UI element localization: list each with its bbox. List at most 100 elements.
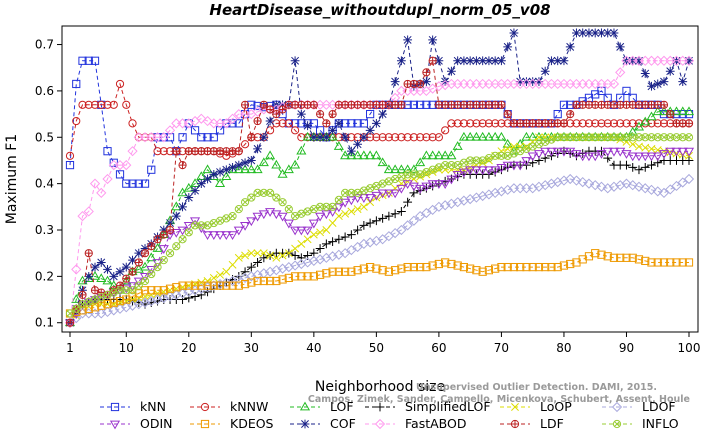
- point-ldof: [327, 251, 338, 262]
- legend-item-simplifiedlof: SimplifiedLOF: [365, 399, 491, 414]
- point-lof: [233, 164, 244, 174]
- point-ldof: [565, 173, 576, 185]
- point-cof: [440, 77, 450, 87]
- point-kdeos: [359, 264, 368, 273]
- point-ldf: [247, 133, 256, 142]
- point-odin: [646, 152, 657, 162]
- point-kdeos: [647, 258, 656, 267]
- point-inflo: [316, 202, 325, 211]
- point-ldf: [122, 274, 131, 283]
- point-cof: [90, 262, 100, 272]
- point-ldof: [402, 220, 413, 231]
- point-inflo: [572, 133, 581, 142]
- point-kdeos: [441, 258, 450, 267]
- point-kdeos: [328, 267, 337, 276]
- point-kdeos: [222, 281, 231, 290]
- point-cof: [565, 42, 575, 52]
- point-odin: [640, 152, 651, 162]
- point-knnw: [484, 119, 494, 128]
- point-loop: [434, 165, 443, 174]
- point-odin: [214, 231, 226, 241]
- point-inflo: [334, 195, 343, 204]
- point-lof: [571, 131, 582, 141]
- point-lof: [214, 178, 226, 188]
- point-inflo: [284, 205, 293, 214]
- point-odin: [146, 266, 157, 275]
- point-kdeos: [128, 292, 137, 301]
- point-simplifiedlof: [628, 163, 638, 172]
- point-fastabod: [102, 173, 113, 185]
- y-tick-label: 0.5: [35, 130, 54, 144]
- point-odin: [590, 152, 601, 162]
- point-cof: [553, 56, 563, 66]
- point-kdeos: [497, 262, 506, 272]
- point-inflo: [240, 198, 250, 207]
- point-odin: [177, 226, 188, 236]
- point-kdeos: [391, 266, 400, 275]
- point-ldof: [652, 186, 663, 197]
- point-cof: [253, 144, 262, 154]
- point-knnw: [622, 119, 631, 128]
- point-ldf: [165, 225, 175, 235]
- point-simplifiedlof: [315, 244, 325, 253]
- point-lof: [427, 150, 438, 160]
- point-lof: [271, 159, 282, 169]
- point-knn: [209, 133, 218, 142]
- point-lof: [552, 131, 563, 141]
- point-kdeos: [584, 252, 594, 261]
- point-cof: [453, 56, 463, 66]
- point-loop: [228, 260, 237, 269]
- point-ldf: [253, 116, 262, 126]
- point-simplifiedlof: [647, 160, 656, 170]
- point-lof: [346, 150, 357, 160]
- point-ldof: [477, 190, 488, 202]
- legend-item-ldf: LDF: [500, 416, 564, 431]
- point-odin: [565, 147, 576, 157]
- point-fastabod: [227, 113, 238, 124]
- point-ldf: [416, 79, 425, 89]
- point-knnw: [103, 100, 112, 109]
- point-lof: [496, 131, 507, 141]
- point-knnw: [240, 140, 250, 149]
- point-kdeos: [653, 258, 662, 267]
- point-simplifiedlof: [346, 230, 356, 240]
- point-odin: [171, 228, 182, 238]
- point-cof: [234, 160, 244, 170]
- point-odin: [246, 217, 257, 227]
- x-tick-label: 20: [181, 341, 196, 355]
- point-inflo: [190, 221, 200, 230]
- x-tick-label: 60: [431, 341, 446, 355]
- point-inflo: [265, 188, 275, 197]
- point-kdeos: [378, 266, 387, 275]
- point-lof: [171, 201, 182, 211]
- point-odin: [446, 175, 457, 185]
- point-ldof: [496, 186, 507, 197]
- point-lof: [402, 164, 413, 174]
- point-lof: [327, 131, 338, 141]
- point-knnw: [659, 119, 669, 128]
- point-odin: [208, 231, 219, 241]
- point-ldof: [396, 224, 407, 236]
- point-cof: [497, 56, 506, 66]
- point-cof: [290, 56, 300, 66]
- point-kdeos: [553, 262, 562, 272]
- legend-marker-knnw: [200, 402, 210, 412]
- point-kdeos: [659, 258, 669, 267]
- point-inflo: [65, 309, 75, 318]
- point-cof: [665, 66, 675, 76]
- series-ldf: [65, 56, 694, 327]
- point-kdeos: [265, 276, 275, 286]
- point-ldof: [615, 180, 626, 191]
- point-lof: [102, 275, 113, 285]
- point-fastabod: [127, 146, 138, 157]
- point-inflo: [584, 133, 594, 142]
- legend-item-loop: LoOP: [500, 399, 572, 414]
- point-inflo: [491, 151, 500, 160]
- point-loop: [422, 170, 431, 179]
- point-ldof: [596, 181, 607, 192]
- point-knnw: [115, 79, 125, 89]
- point-ldof: [252, 269, 263, 280]
- point-cof: [540, 66, 550, 76]
- point-kdeos: [472, 266, 481, 275]
- point-cof: [78, 285, 87, 295]
